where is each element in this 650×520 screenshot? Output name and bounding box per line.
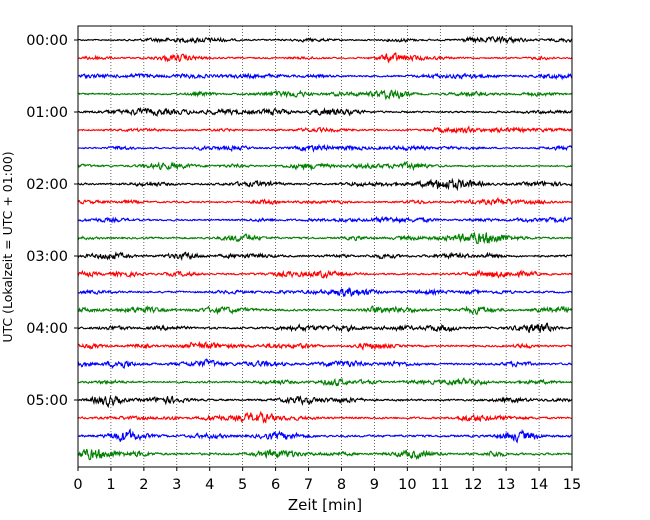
trace-0300 bbox=[77, 251, 573, 261]
y-tick-label: 03:00 bbox=[26, 249, 68, 265]
trace-0200 bbox=[77, 177, 573, 192]
x-tick-label: 12 bbox=[464, 477, 482, 493]
x-tick-label: 15 bbox=[563, 477, 581, 493]
x-tick-label: 3 bbox=[172, 477, 181, 493]
trace-0045 bbox=[77, 89, 573, 101]
x-tick-label: 5 bbox=[238, 477, 247, 493]
y-axis-label: UTC (Lokalzeit = UTC + 01:00) bbox=[0, 151, 15, 342]
trace-0215 bbox=[77, 196, 573, 206]
trace-0245 bbox=[77, 231, 573, 245]
trace-0000 bbox=[77, 35, 573, 45]
trace-0030 bbox=[77, 72, 573, 81]
x-tick-label: 10 bbox=[398, 477, 416, 493]
x-tick-label: 4 bbox=[205, 477, 214, 493]
y-tick-label: 00:00 bbox=[26, 33, 68, 49]
x-tick-label: 11 bbox=[431, 477, 449, 493]
trace-0100 bbox=[77, 106, 573, 118]
trace-0130 bbox=[77, 143, 573, 153]
trace-0530 bbox=[77, 428, 573, 444]
trace-0115 bbox=[77, 125, 573, 134]
x-tick-label: 9 bbox=[370, 477, 379, 493]
trace-0500 bbox=[77, 394, 573, 409]
trace-0345 bbox=[77, 304, 573, 316]
x-tick-label: 6 bbox=[271, 477, 280, 493]
y-tick-label: 04:00 bbox=[26, 321, 68, 337]
trace-0545 bbox=[77, 448, 573, 461]
x-tick-label: 14 bbox=[530, 477, 548, 493]
plot-background bbox=[78, 26, 572, 467]
trace-0330 bbox=[77, 287, 573, 298]
trace-0230 bbox=[77, 215, 573, 224]
x-axis: 0 1 2 3 4 5 6 7 8 9 10 11 12 13 14 15 bbox=[73, 467, 581, 493]
trace-0430 bbox=[77, 358, 573, 369]
y-axis: 00:00 01:00 02:00 03:00 04:00 05:00 bbox=[26, 33, 78, 409]
x-tick-label: 13 bbox=[497, 477, 515, 493]
trace-0145 bbox=[77, 161, 573, 172]
x-tick-label: 8 bbox=[337, 477, 346, 493]
trace-0445 bbox=[77, 377, 573, 387]
plot-frame bbox=[77, 25, 573, 468]
x-tick-label: 2 bbox=[139, 477, 148, 493]
y-tick-label: 01:00 bbox=[26, 105, 68, 121]
trace-0315 bbox=[77, 269, 573, 280]
trace-0015 bbox=[77, 52, 573, 64]
x-axis-label: Zeit [min] bbox=[288, 496, 362, 514]
x-tick-label: 1 bbox=[106, 477, 115, 493]
trace-0400 bbox=[77, 322, 573, 334]
x-tick-label: 7 bbox=[304, 477, 313, 493]
x-tick-label: 0 bbox=[73, 477, 82, 493]
trace-group bbox=[77, 35, 573, 461]
y-tick-label: 05:00 bbox=[26, 393, 68, 409]
trace-0515 bbox=[77, 410, 573, 424]
trace-0415 bbox=[77, 340, 573, 351]
y-tick-label: 02:00 bbox=[26, 177, 68, 193]
